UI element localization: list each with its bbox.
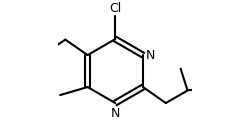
- Text: N: N: [110, 107, 120, 120]
- Text: N: N: [146, 49, 156, 62]
- Text: Cl: Cl: [109, 2, 122, 15]
